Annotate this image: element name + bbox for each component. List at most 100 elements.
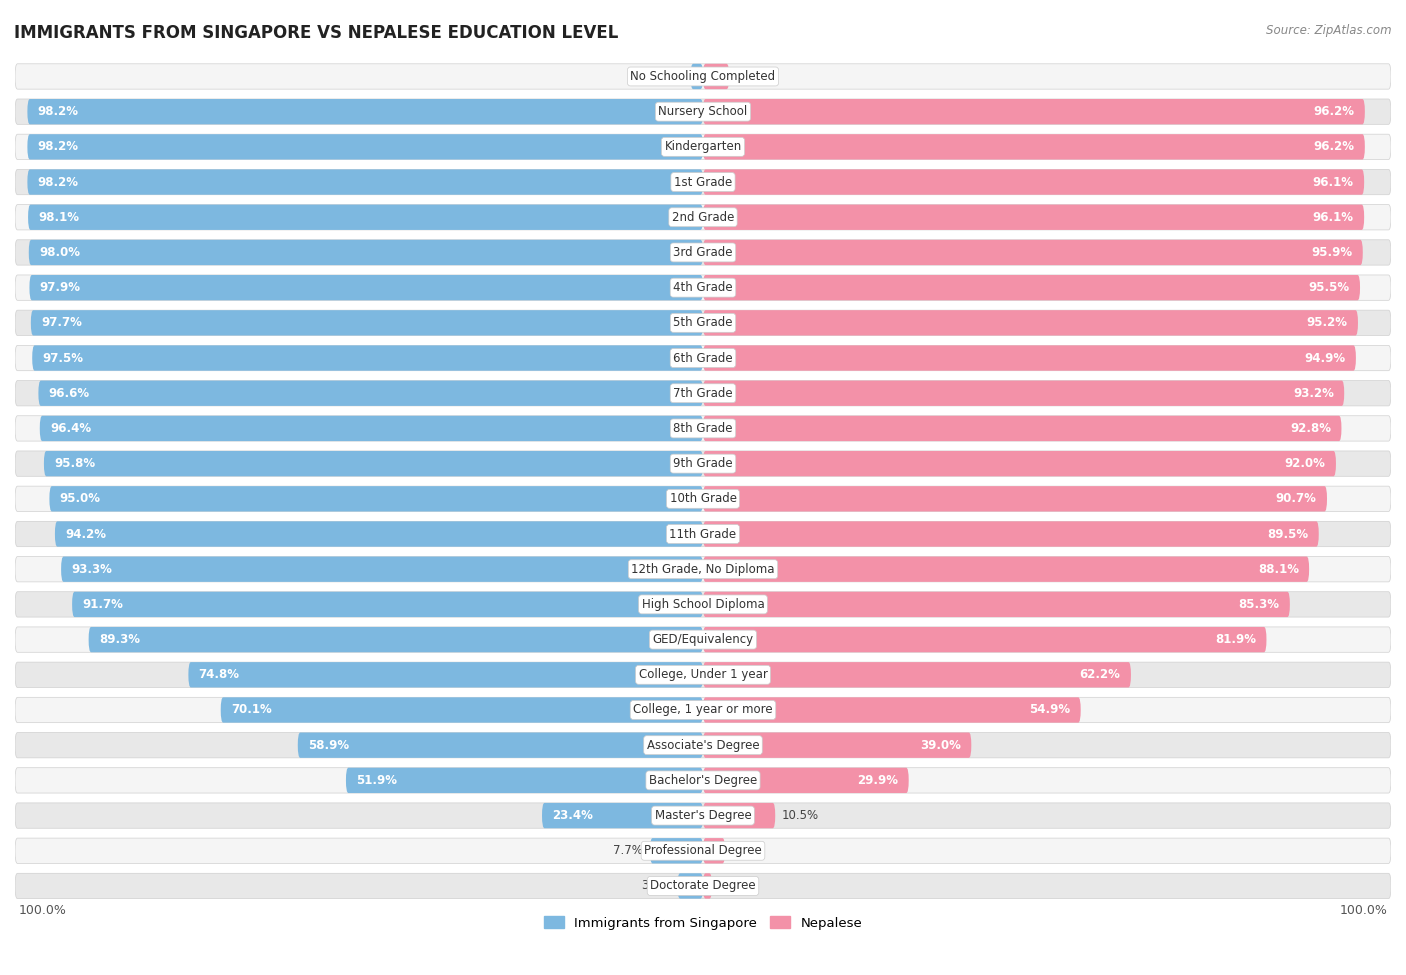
FancyBboxPatch shape [703, 415, 1341, 441]
Text: Kindergarten: Kindergarten [665, 140, 741, 153]
FancyBboxPatch shape [15, 627, 1391, 652]
Text: 39.0%: 39.0% [920, 739, 960, 752]
FancyBboxPatch shape [188, 662, 703, 687]
FancyBboxPatch shape [30, 275, 703, 300]
FancyBboxPatch shape [15, 240, 1391, 265]
FancyBboxPatch shape [15, 838, 1391, 864]
FancyBboxPatch shape [703, 838, 725, 864]
Text: 1.8%: 1.8% [654, 70, 683, 83]
FancyBboxPatch shape [346, 767, 703, 793]
FancyBboxPatch shape [650, 838, 703, 864]
FancyBboxPatch shape [15, 802, 1391, 828]
FancyBboxPatch shape [15, 63, 1391, 89]
FancyBboxPatch shape [703, 345, 1355, 370]
FancyBboxPatch shape [703, 874, 711, 899]
FancyBboxPatch shape [89, 627, 703, 652]
FancyBboxPatch shape [678, 874, 703, 899]
FancyBboxPatch shape [15, 205, 1391, 230]
FancyBboxPatch shape [15, 732, 1391, 758]
Text: 93.3%: 93.3% [72, 563, 112, 575]
Text: 92.0%: 92.0% [1285, 457, 1326, 470]
Text: IMMIGRANTS FROM SINGAPORE VS NEPALESE EDUCATION LEVEL: IMMIGRANTS FROM SINGAPORE VS NEPALESE ED… [14, 24, 619, 42]
Text: 12th Grade, No Diploma: 12th Grade, No Diploma [631, 563, 775, 575]
Text: 94.9%: 94.9% [1305, 352, 1346, 365]
FancyBboxPatch shape [15, 557, 1391, 582]
Text: 9th Grade: 9th Grade [673, 457, 733, 470]
Text: 2nd Grade: 2nd Grade [672, 211, 734, 223]
Text: 10.5%: 10.5% [782, 809, 820, 822]
FancyBboxPatch shape [703, 275, 1360, 300]
FancyBboxPatch shape [15, 310, 1391, 335]
Text: College, Under 1 year: College, Under 1 year [638, 668, 768, 682]
Text: 74.8%: 74.8% [198, 668, 239, 682]
FancyBboxPatch shape [703, 99, 1365, 125]
Text: 98.1%: 98.1% [38, 211, 79, 223]
Text: 51.9%: 51.9% [356, 774, 398, 787]
Text: No Schooling Completed: No Schooling Completed [630, 70, 776, 83]
Text: 96.2%: 96.2% [1313, 105, 1354, 118]
FancyBboxPatch shape [703, 522, 1319, 547]
Text: 23.4%: 23.4% [553, 809, 593, 822]
Text: 3.8%: 3.8% [735, 70, 766, 83]
Text: 3.2%: 3.2% [733, 844, 762, 857]
Text: GED/Equivalency: GED/Equivalency [652, 633, 754, 646]
FancyBboxPatch shape [15, 380, 1391, 406]
FancyBboxPatch shape [15, 697, 1391, 722]
Text: 96.2%: 96.2% [1313, 140, 1354, 153]
Text: 5th Grade: 5th Grade [673, 316, 733, 330]
FancyBboxPatch shape [15, 451, 1391, 477]
FancyBboxPatch shape [703, 802, 775, 828]
FancyBboxPatch shape [31, 310, 703, 335]
Text: 90.7%: 90.7% [1275, 492, 1316, 505]
FancyBboxPatch shape [27, 135, 703, 160]
FancyBboxPatch shape [541, 802, 703, 828]
Text: 100.0%: 100.0% [1340, 904, 1388, 916]
Text: 95.5%: 95.5% [1309, 281, 1350, 294]
Text: 62.2%: 62.2% [1080, 668, 1121, 682]
Text: 10th Grade: 10th Grade [669, 492, 737, 505]
FancyBboxPatch shape [703, 557, 1309, 582]
Text: 88.1%: 88.1% [1258, 563, 1299, 575]
FancyBboxPatch shape [15, 767, 1391, 793]
Text: 97.7%: 97.7% [41, 316, 82, 330]
Text: 97.5%: 97.5% [42, 352, 83, 365]
Text: 98.2%: 98.2% [38, 140, 79, 153]
Text: Doctorate Degree: Doctorate Degree [650, 879, 756, 892]
FancyBboxPatch shape [703, 205, 1364, 230]
Text: 7.7%: 7.7% [613, 844, 643, 857]
Text: 95.8%: 95.8% [55, 457, 96, 470]
FancyBboxPatch shape [15, 487, 1391, 512]
Text: 92.8%: 92.8% [1291, 422, 1331, 435]
Text: 6th Grade: 6th Grade [673, 352, 733, 365]
Text: 95.9%: 95.9% [1312, 246, 1353, 259]
FancyBboxPatch shape [703, 662, 1130, 687]
Text: Source: ZipAtlas.com: Source: ZipAtlas.com [1267, 24, 1392, 37]
Text: 85.3%: 85.3% [1239, 598, 1279, 611]
FancyBboxPatch shape [39, 415, 703, 441]
Text: 3rd Grade: 3rd Grade [673, 246, 733, 259]
FancyBboxPatch shape [15, 170, 1391, 195]
Text: 98.2%: 98.2% [38, 105, 79, 118]
FancyBboxPatch shape [703, 310, 1358, 335]
Text: 96.1%: 96.1% [1313, 176, 1354, 188]
FancyBboxPatch shape [15, 135, 1391, 160]
Text: College, 1 year or more: College, 1 year or more [633, 704, 773, 717]
Text: 4th Grade: 4th Grade [673, 281, 733, 294]
Text: 95.2%: 95.2% [1306, 316, 1348, 330]
Text: 96.1%: 96.1% [1313, 211, 1354, 223]
Text: Professional Degree: Professional Degree [644, 844, 762, 857]
FancyBboxPatch shape [15, 592, 1391, 617]
Text: 7th Grade: 7th Grade [673, 387, 733, 400]
Legend: Immigrants from Singapore, Nepalese: Immigrants from Singapore, Nepalese [538, 911, 868, 935]
FancyBboxPatch shape [15, 415, 1391, 441]
Text: Nursery School: Nursery School [658, 105, 748, 118]
FancyBboxPatch shape [44, 451, 703, 477]
FancyBboxPatch shape [298, 732, 703, 758]
FancyBboxPatch shape [690, 63, 703, 89]
FancyBboxPatch shape [27, 99, 703, 125]
Text: 91.7%: 91.7% [83, 598, 124, 611]
FancyBboxPatch shape [221, 697, 703, 722]
Text: 94.2%: 94.2% [65, 527, 107, 540]
Text: 89.5%: 89.5% [1267, 527, 1309, 540]
FancyBboxPatch shape [15, 874, 1391, 899]
